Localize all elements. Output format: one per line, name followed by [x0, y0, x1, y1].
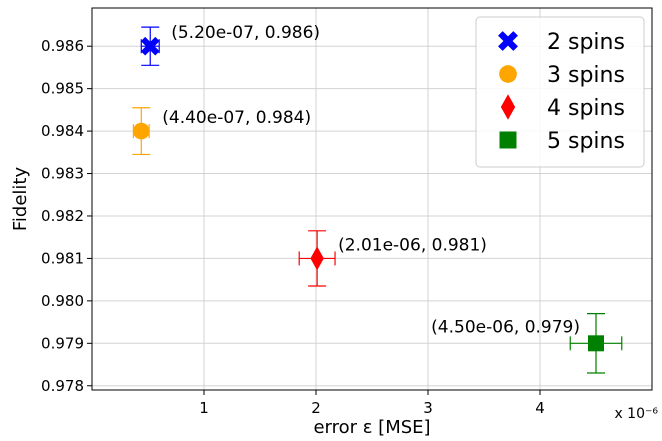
legend-label: 3 spins: [547, 63, 625, 88]
y-tick-label: 0.983: [41, 165, 84, 183]
data-point-marker: [140, 36, 160, 56]
points-layer: (5.20e-07, 0.986) (4.40e-07, 0.984) (2.01e…: [132, 23, 623, 374]
legend: 2 spins 3 spins 4 spins 5 spins: [475, 16, 645, 168]
data-point-label: (4.50e-06, 0.979): [431, 317, 580, 337]
plot-frame: [91, 7, 653, 391]
y-tick-label: 0.978: [41, 377, 84, 395]
y-tick-label: 0.986: [41, 37, 84, 55]
data-point-label: (2.01e-06, 0.981): [338, 235, 487, 255]
legend-marker: [500, 94, 516, 120]
legend-label: 2 spins: [547, 30, 625, 55]
x-tick-label: 3: [423, 399, 433, 417]
x-tick-label: 2: [311, 399, 321, 417]
y-tick-label: 0.981: [41, 249, 84, 267]
legend-marker: [499, 131, 517, 149]
x-axis-label: error ε [MSE]: [313, 417, 430, 438]
legend-marker: [499, 65, 517, 83]
y-axis-label: Fidelity: [10, 167, 31, 232]
data-point-label: (5.20e-07, 0.986): [171, 23, 320, 43]
y-tick-label: 0.982: [41, 207, 84, 225]
y-tick-label: 0.979: [41, 334, 84, 352]
legend-box: [475, 16, 645, 168]
ticks-layer: 1 2 3 4 0.978 0.979 0.980 0.981 0.982 0.983 0.984 0…: [41, 37, 545, 417]
x-tick-label: 4: [535, 399, 545, 417]
x-axis-scale-label: x 10⁻⁶: [614, 406, 658, 422]
data-point-label: (4.40e-07, 0.984): [162, 108, 311, 128]
data-point-marker: [132, 122, 150, 140]
legend-marker: [498, 31, 518, 51]
y-tick-label: 0.980: [41, 292, 84, 310]
legend-label: 5 spins: [547, 129, 625, 154]
data-point-marker: [310, 246, 324, 271]
legend-label: 4 spins: [547, 96, 625, 121]
data-point-marker: [588, 335, 604, 352]
x-tick-label: 1: [199, 399, 209, 417]
y-tick-label: 0.984: [41, 122, 84, 140]
y-tick-label: 0.985: [41, 80, 84, 98]
